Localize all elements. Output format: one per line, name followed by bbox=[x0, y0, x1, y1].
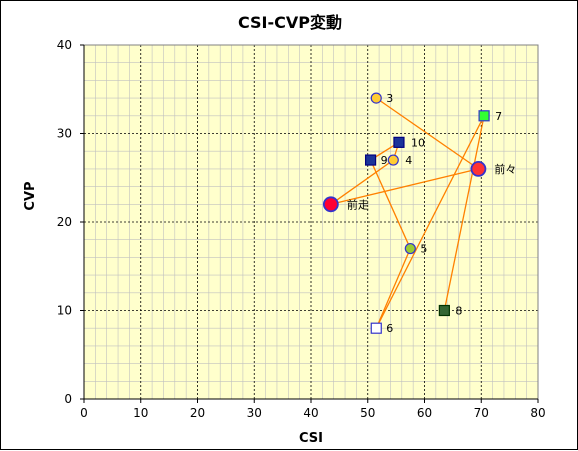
y-tick-label: 20 bbox=[57, 215, 72, 229]
data-label: 10 bbox=[411, 136, 425, 149]
y-tick-label: 30 bbox=[57, 127, 72, 141]
data-point bbox=[366, 155, 376, 165]
data-point bbox=[371, 323, 381, 333]
x-tick-label: 80 bbox=[530, 406, 545, 420]
data-point bbox=[405, 244, 415, 254]
x-tick-label: 20 bbox=[190, 406, 205, 420]
data-point bbox=[479, 111, 489, 121]
data-label: 5 bbox=[420, 243, 427, 256]
data-point bbox=[388, 155, 398, 165]
data-point bbox=[471, 162, 485, 176]
x-tick-label: 0 bbox=[80, 406, 88, 420]
x-tick-label: 40 bbox=[303, 406, 318, 420]
data-point bbox=[394, 137, 404, 147]
data-label: 7 bbox=[495, 110, 502, 123]
y-axis-title: CVP bbox=[23, 181, 38, 210]
y-tick-label: 40 bbox=[57, 38, 72, 52]
data-label: 6 bbox=[386, 322, 393, 335]
chart-title: CSI-CVP変動 bbox=[238, 13, 342, 32]
data-label: 前々 bbox=[494, 162, 516, 176]
y-tick-label: 0 bbox=[64, 392, 72, 406]
data-point bbox=[439, 306, 449, 316]
y-tick-label: 10 bbox=[57, 304, 72, 318]
x-tick-label: 30 bbox=[247, 406, 262, 420]
data-point bbox=[371, 93, 381, 103]
x-tick-label: 50 bbox=[360, 406, 375, 420]
x-tick-label: 60 bbox=[417, 406, 432, 420]
data-label: 8 bbox=[455, 305, 462, 318]
x-axis-title: CSI bbox=[299, 431, 323, 446]
x-tick-label: 70 bbox=[474, 406, 489, 420]
data-label: 4 bbox=[405, 154, 412, 167]
x-tick-label: 10 bbox=[133, 406, 148, 420]
data-label: 前走 bbox=[347, 197, 369, 211]
data-label: 9 bbox=[381, 154, 388, 167]
data-label: 3 bbox=[386, 92, 393, 105]
data-point bbox=[324, 197, 338, 211]
